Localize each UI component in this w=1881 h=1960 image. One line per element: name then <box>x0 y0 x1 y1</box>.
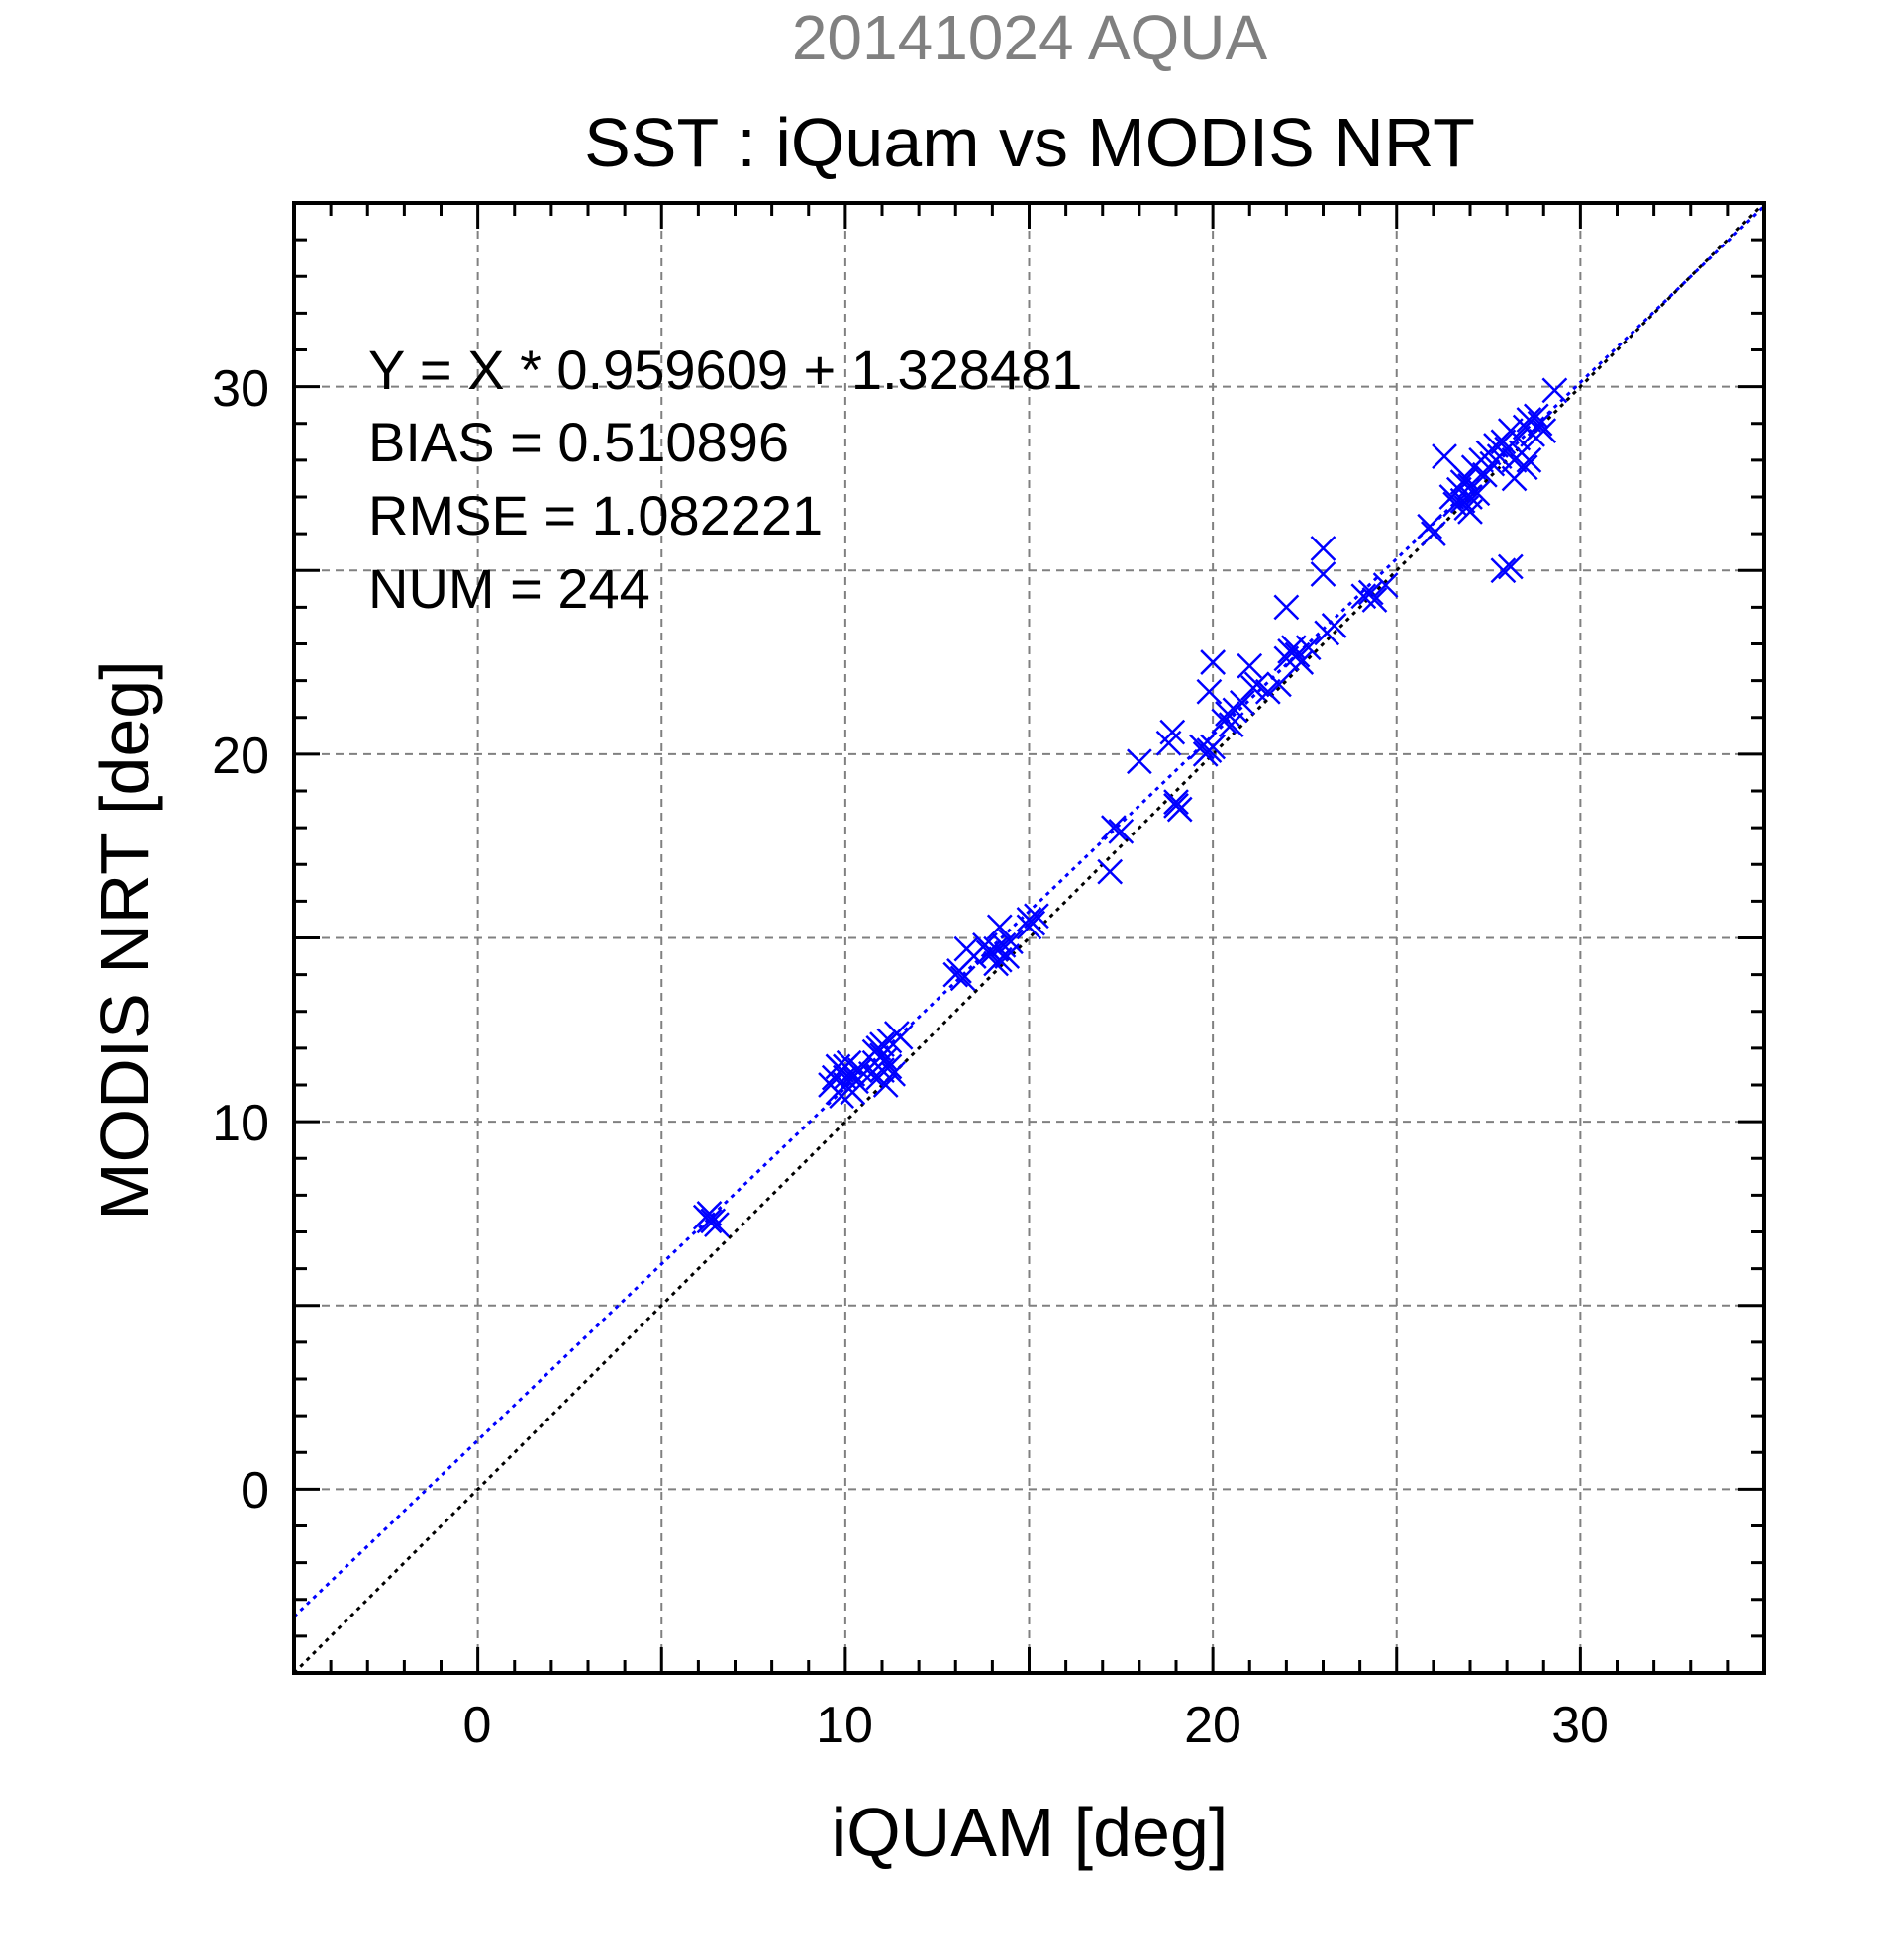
data-point <box>1314 620 1340 646</box>
data-point <box>1237 652 1263 679</box>
y-axis-label: MODIS NRT [deg] <box>86 660 163 1220</box>
data-point <box>1016 914 1042 940</box>
data-point <box>1254 678 1281 705</box>
data-point <box>704 1212 730 1237</box>
data-point <box>880 1060 907 1087</box>
data-point <box>1166 796 1193 823</box>
data-point <box>1490 429 1517 455</box>
fit-equation: Y = X * 0.959609 + 1.328481 <box>368 339 1082 401</box>
data-point <box>887 1024 914 1050</box>
x-tick-label: 20 <box>1184 1697 1241 1754</box>
data-point <box>876 1053 903 1080</box>
data-point <box>1417 513 1443 539</box>
data-points <box>692 377 1568 1237</box>
data-point <box>1101 815 1127 841</box>
grid-lines <box>294 203 1764 1673</box>
data-point <box>1490 557 1517 584</box>
data-point <box>1229 690 1255 716</box>
data-point <box>1501 465 1528 492</box>
data-point <box>1024 903 1049 930</box>
data-point <box>975 939 1002 966</box>
x-axis-label: iQUAM [deg] <box>832 1794 1229 1871</box>
data-point <box>832 1064 858 1091</box>
data-point <box>1200 734 1227 760</box>
y-tick-labels: 0 10 20 30 <box>212 360 269 1519</box>
data-point <box>1505 425 1532 451</box>
data-point <box>1189 734 1215 760</box>
chart-subtitle: SST : iQuam vs MODIS NRT <box>584 104 1475 181</box>
data-point <box>1310 536 1336 561</box>
data-point <box>1266 671 1292 698</box>
fit-line <box>294 205 1764 1618</box>
data-point <box>1108 818 1135 844</box>
x-tick-labels: 0 10 20 30 <box>463 1697 1609 1754</box>
data-point <box>1449 469 1476 496</box>
chart-title: 20141024 AQUA <box>792 2 1268 73</box>
data-point <box>1310 561 1336 587</box>
data-point <box>1523 403 1549 430</box>
data-point <box>1449 487 1476 514</box>
data-point <box>1457 472 1483 499</box>
stats-annotation: Y = X * 0.959609 + 1.328481 BIAS = 0.510… <box>368 339 1082 620</box>
data-point <box>836 1049 862 1076</box>
data-point <box>1273 594 1300 621</box>
data-point <box>1126 748 1152 775</box>
y-tick-label: 20 <box>212 728 269 785</box>
data-point <box>1432 443 1457 470</box>
data-point <box>949 965 976 992</box>
data-point <box>1163 789 1189 816</box>
y-tick-label: 10 <box>212 1095 269 1152</box>
data-point <box>1420 521 1446 547</box>
data-point <box>1361 587 1388 613</box>
data-point <box>1357 579 1384 606</box>
x-tick-label: 0 <box>463 1697 492 1754</box>
data-point <box>1541 377 1568 404</box>
data-point <box>1531 418 1557 444</box>
data-point <box>1453 495 1480 522</box>
y-tick-label: 0 <box>241 1462 269 1519</box>
data-point <box>1372 572 1399 598</box>
data-point <box>1284 641 1311 668</box>
x-tick-label: 10 <box>816 1697 873 1754</box>
rmse-text: RMSE = 1.082221 <box>368 484 823 546</box>
data-point <box>1288 649 1315 675</box>
data-point <box>1200 649 1227 675</box>
data-point <box>1159 719 1186 745</box>
data-point <box>983 935 1009 962</box>
plot-frame <box>292 201 1766 1675</box>
data-point <box>872 1072 899 1098</box>
minor-ticks <box>292 201 1766 1675</box>
data-point <box>1516 446 1542 473</box>
data-point <box>1243 671 1270 698</box>
data-point <box>1295 635 1322 661</box>
x-tick-label: 30 <box>1551 1697 1609 1754</box>
y-tick-label: 30 <box>212 360 269 418</box>
data-point <box>998 929 1024 955</box>
data-point <box>696 1201 723 1226</box>
bias-text: BIAS = 0.510896 <box>368 411 789 473</box>
data-point <box>1471 461 1498 488</box>
data-point <box>986 914 1013 940</box>
data-point <box>1527 410 1553 437</box>
data-point <box>1218 712 1244 738</box>
data-point <box>1097 858 1124 885</box>
data-point <box>1196 678 1223 705</box>
num-text: NUM = 244 <box>368 557 650 620</box>
data-point <box>857 1060 884 1087</box>
data-point <box>1497 553 1524 580</box>
data-point <box>696 1208 723 1234</box>
